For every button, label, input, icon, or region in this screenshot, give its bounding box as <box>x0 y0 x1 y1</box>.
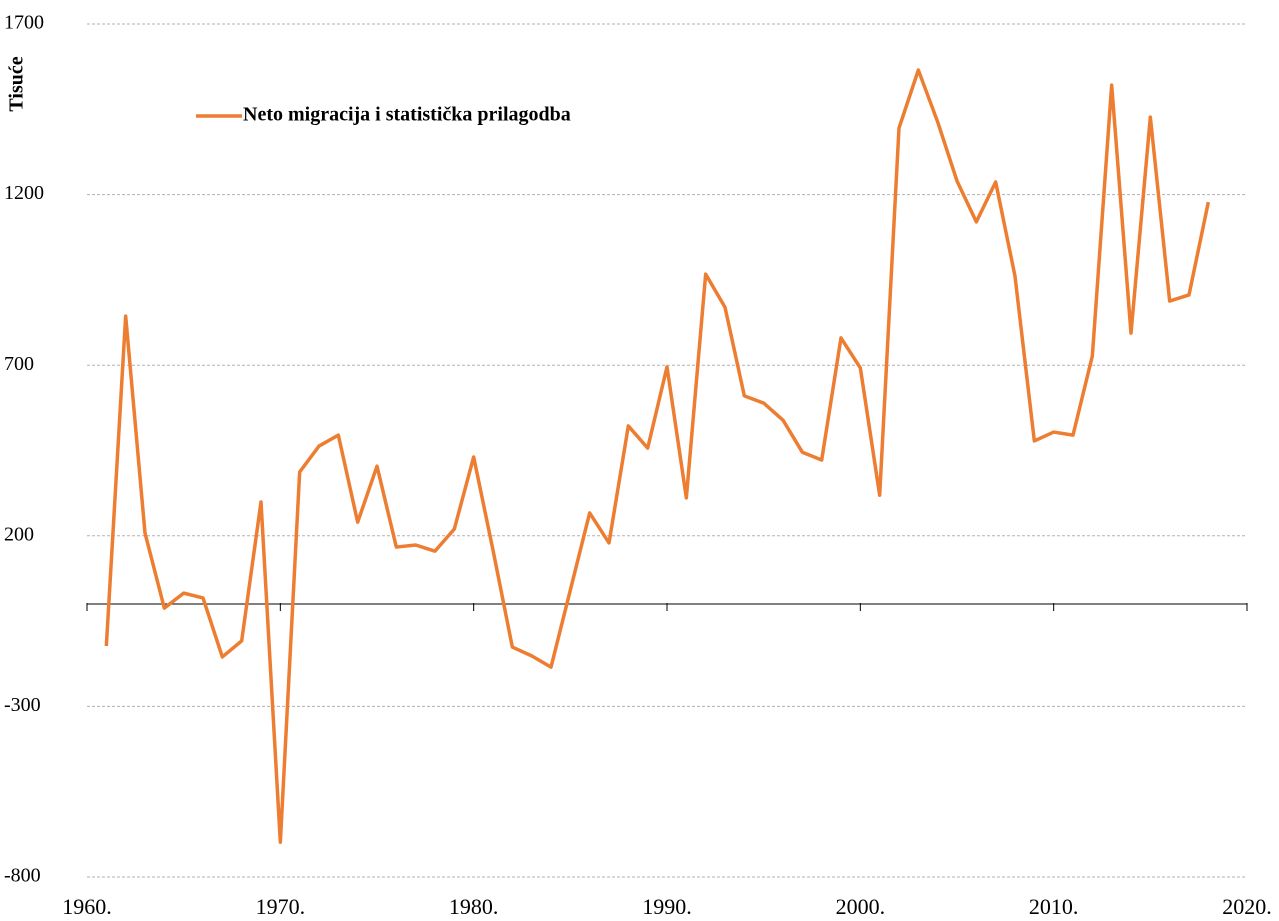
x-tick-label: 2020. <box>1222 894 1272 919</box>
x-tick-label: 1990. <box>642 894 692 919</box>
y-tick-label: 1700 <box>4 12 44 34</box>
x-tick-label: 2010. <box>1029 894 1079 919</box>
y-tick-label: 200 <box>4 523 34 545</box>
y-tick-label: -800 <box>4 865 41 887</box>
legend-label: Neto migracija i statistička prilagodba <box>243 104 571 126</box>
y-tick-label: 1200 <box>4 182 44 204</box>
y-tick-label: -300 <box>4 694 41 716</box>
x-tick-label: 1980. <box>449 894 499 919</box>
x-tick-label: 2000. <box>836 894 886 919</box>
x-tick-label: 1970. <box>256 894 306 919</box>
data-line <box>104 68 1211 844</box>
y-axis-label: Tisuće <box>6 56 28 111</box>
x-tick-label: 1960. <box>62 894 112 919</box>
y-tick-label: 700 <box>4 353 34 375</box>
